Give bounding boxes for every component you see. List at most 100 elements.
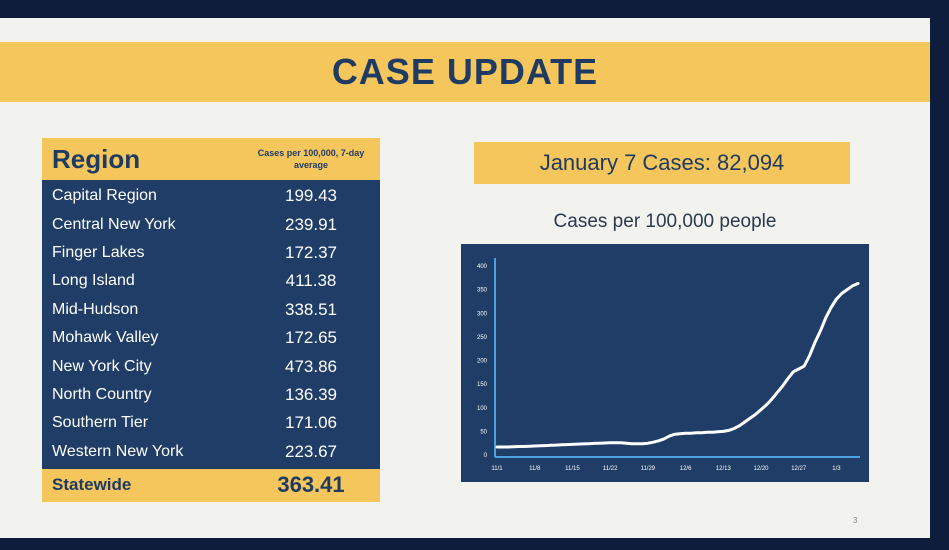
data-point <box>674 433 676 435</box>
table-row: Capital Region 199.43 <box>42 182 380 210</box>
data-point <box>593 442 595 444</box>
data-point <box>706 431 708 433</box>
title-banner: CASE UPDATE <box>0 42 930 102</box>
x-tick-label: 11/8 <box>529 466 541 472</box>
data-point <box>652 441 654 443</box>
x-tick-label: 12/27 <box>791 466 807 472</box>
y-tick-label: 350 <box>477 288 488 294</box>
data-point <box>550 444 552 446</box>
data-point <box>857 282 859 285</box>
table-row: North Country 136.39 <box>42 381 380 409</box>
region-value: 136.39 <box>285 384 337 404</box>
data-point <box>588 443 590 445</box>
data-point <box>582 443 584 445</box>
data-point <box>577 443 579 445</box>
data-point <box>636 443 638 445</box>
data-point <box>609 442 611 444</box>
data-point <box>620 442 622 444</box>
data-point <box>792 371 794 373</box>
table-body: Capital Region 199.43 Central New York 239… <box>42 180 380 469</box>
data-point <box>749 417 751 419</box>
data-point <box>523 445 525 448</box>
data-point <box>685 432 687 434</box>
region-value: 338.51 <box>285 299 337 319</box>
data-point <box>641 443 644 445</box>
region-table: Region Cases per 100,000, 7-day average … <box>42 138 380 502</box>
data-point <box>722 430 724 432</box>
header-region: Region <box>52 143 141 174</box>
y-tick-label: 250 <box>477 335 488 341</box>
page-number: 3 <box>853 516 858 525</box>
table-header: Region Cases per 100,000, 7-day average <box>42 138 380 180</box>
data-point <box>658 440 660 442</box>
region-value: 172.37 <box>285 242 337 262</box>
data-point <box>496 446 498 448</box>
y-tick-label: 150 <box>477 382 488 388</box>
table-row: Southern Tier 171.06 <box>42 409 380 437</box>
data-point <box>744 421 746 423</box>
statewide-value: 363.41 <box>277 472 345 498</box>
data-point <box>539 445 541 447</box>
region-name: North Country <box>52 385 152 403</box>
data-point <box>798 368 800 370</box>
slide-title: CASE UPDATE <box>331 51 599 92</box>
x-tick-label: 12/20 <box>754 466 770 472</box>
y-tick-label: 300 <box>477 311 488 317</box>
table-row: Western New York 223.67 <box>42 438 380 466</box>
table-row: Central New York 239.91 <box>42 210 380 238</box>
table-row: Finger Lakes 172.37 <box>42 239 380 267</box>
data-point <box>528 445 530 447</box>
statewide-label: Statewide <box>52 475 132 495</box>
cases-line-chart: 0 50 100 150 200 250 300 350 400 11/1 11/8 11/15 11/… <box>477 258 860 472</box>
region-value: 411.38 <box>285 271 337 291</box>
x-tick-label: 11/15 <box>565 466 580 472</box>
data-point <box>566 444 568 446</box>
region-value: 171.06 <box>285 413 337 433</box>
daily-cases-box: January 7 Cases: 82,094 <box>474 142 850 184</box>
table-row: Long Island 411.38 <box>42 267 380 295</box>
y-tick-label: 400 <box>477 264 488 270</box>
y-tick-label: 200 <box>477 359 488 365</box>
data-point <box>760 409 762 411</box>
region-value: 239.91 <box>285 214 337 234</box>
data-point <box>825 317 827 319</box>
series-line <box>495 282 860 449</box>
data-point <box>690 432 692 434</box>
y-tick-label: 100 <box>477 406 488 412</box>
x-tick-label: 1/3 <box>832 466 841 472</box>
region-name: Mohawk Valley <box>52 329 159 347</box>
region-value: 199.43 <box>285 186 337 206</box>
data-point <box>631 443 633 445</box>
data-point <box>555 444 557 446</box>
data-point <box>507 446 509 448</box>
data-point <box>668 435 670 437</box>
data-point <box>679 433 681 435</box>
data-point <box>835 298 837 300</box>
data-point <box>755 413 757 415</box>
y-tick-label: 0 <box>484 453 488 459</box>
x-tick-label: 11/1 <box>491 466 503 472</box>
data-point <box>771 398 773 400</box>
statewide-row: Statewide 363.41 <box>42 468 380 502</box>
region-name: Central New York <box>52 215 176 233</box>
data-point <box>782 385 784 387</box>
table-row: Mid-Hudson 338.51 <box>42 296 380 324</box>
region-name: New York City <box>52 357 152 375</box>
data-point <box>738 425 741 427</box>
data-point <box>830 307 832 309</box>
region-name: Western New York <box>52 442 184 460</box>
slide: CASE UPDATE Region Cases per 100,000, 7-… <box>0 18 930 538</box>
x-tick-label: 11/22 <box>603 466 618 472</box>
data-point <box>598 442 600 444</box>
data-point <box>701 432 703 434</box>
region-name: Southern Tier <box>52 414 149 432</box>
x-tick-label: 11/29 <box>641 466 656 472</box>
data-point <box>765 404 767 406</box>
data-point <box>808 355 811 357</box>
data-point <box>663 438 665 440</box>
data-point <box>571 443 573 445</box>
region-value: 223.67 <box>285 441 337 461</box>
chart-panel: 0 50 100 150 200 250 300 350 400 11/1 11/8 11/15 11/… <box>461 244 869 482</box>
data-point <box>717 431 719 433</box>
data-point <box>518 445 520 448</box>
